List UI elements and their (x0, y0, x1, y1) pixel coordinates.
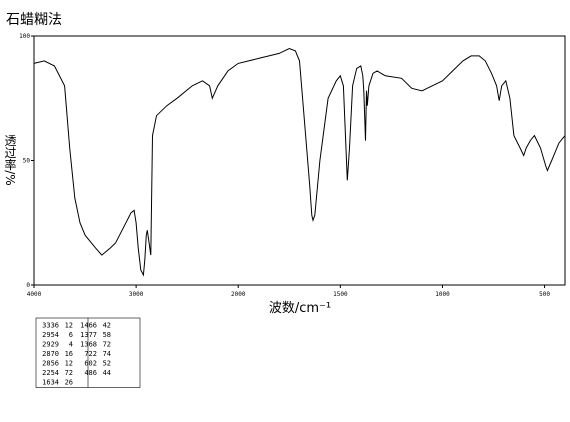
peak-cell: 12 (65, 360, 73, 368)
peak-cell: 26 (65, 379, 73, 387)
y-axis-label: 透过率/% (3, 134, 17, 186)
peak-cell: 72 (103, 341, 111, 349)
peak-cell: 1634 (42, 379, 59, 387)
chart-title: 石蜡糊法 (6, 12, 62, 28)
x-tick-label: 4000 (27, 291, 42, 298)
peak-cell: 2254 (42, 369, 59, 377)
peak-cell: 2856 (42, 360, 59, 368)
x-tick-label: 2000 (231, 291, 246, 298)
peak-cell: 2929 (42, 341, 59, 349)
peak-cell: 6 (69, 331, 73, 339)
peak-cell: 74 (103, 350, 111, 358)
peak-cell: 58 (103, 331, 111, 339)
peak-cell: 722 (84, 350, 97, 358)
peak-cell: 2954 (42, 331, 59, 339)
x-tick-label: 1500 (333, 291, 348, 298)
y-tick-label: 50 (23, 158, 31, 165)
y-tick-label: 0 (26, 282, 30, 289)
plot-frame (33, 35, 566, 286)
peak-cell: 1466 (80, 322, 97, 330)
peak-cell: 42 (103, 322, 111, 330)
peak-cell: 602 (84, 360, 97, 368)
peak-cell: 44 (103, 369, 111, 377)
x-tick-label: 500 (539, 291, 550, 298)
peak-cell: 2870 (42, 350, 59, 358)
peak-cell: 52 (103, 360, 111, 368)
x-axis-label: 波数/cm⁻¹ (269, 301, 331, 316)
peak-cell: 1368 (80, 341, 97, 349)
spectrum-line (33, 47, 566, 277)
x-tick-label: 1000 (435, 291, 450, 298)
peak-cell: 4 (69, 341, 73, 349)
peak-cell: 16 (65, 350, 73, 358)
x-tick-label: 3000 (129, 291, 144, 298)
peak-cell: 12 (65, 322, 73, 330)
peak-cell: 72 (65, 369, 73, 377)
peak-cell: 1377 (80, 331, 97, 339)
y-tick-label: 100 (19, 33, 30, 40)
peak-cell: 3336 (42, 322, 59, 330)
peak-cell: 486 (84, 369, 97, 377)
